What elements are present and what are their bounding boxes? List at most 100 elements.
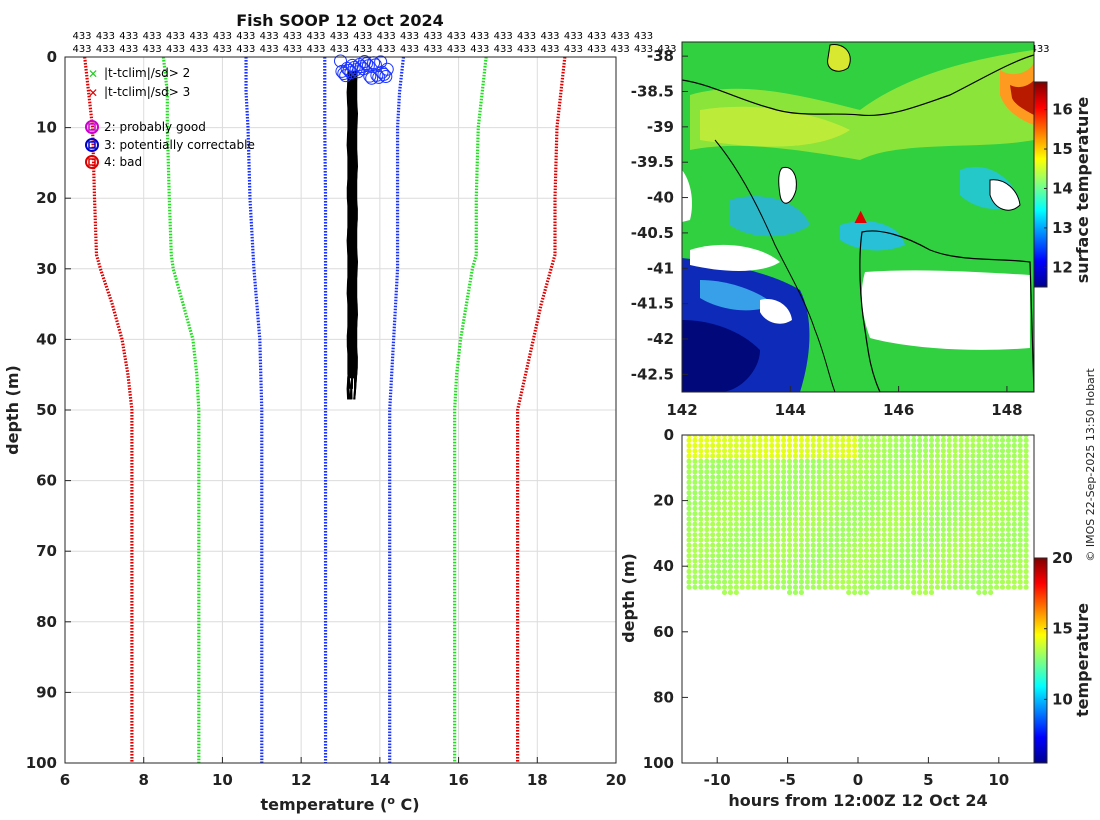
scatter-point <box>928 479 935 485</box>
scatter-point <box>887 584 893 590</box>
scatter-point <box>710 511 716 517</box>
scatter-point <box>905 435 911 438</box>
scatter-point <box>911 579 917 585</box>
scatter-point <box>976 589 982 596</box>
scatter-point <box>798 526 804 533</box>
scatter-point <box>1023 495 1029 501</box>
scatter-point <box>786 563 793 569</box>
scatter-point <box>792 458 799 464</box>
scatter-point <box>686 495 692 501</box>
scatter-point <box>786 579 793 585</box>
scatter-point <box>704 505 710 512</box>
scatter-point <box>775 516 781 522</box>
scatter-point <box>1011 568 1017 575</box>
count-label: 433 <box>96 31 115 42</box>
scatter-point <box>810 532 816 538</box>
scatter-point <box>781 500 787 506</box>
scatter-point <box>993 490 1000 496</box>
scatter-point <box>763 442 769 449</box>
scatter-point <box>881 453 887 459</box>
scatter-point <box>952 458 958 464</box>
scatter-point <box>934 469 941 475</box>
scatter-point <box>905 458 911 464</box>
scatter-point <box>852 495 858 501</box>
scatter-point <box>863 495 870 501</box>
scatter-point <box>822 521 828 527</box>
scatter-point <box>993 558 1000 564</box>
scatter-point <box>952 568 958 575</box>
scatter-point <box>686 537 692 543</box>
scatter-point <box>716 453 722 459</box>
scatter-point <box>710 458 716 464</box>
scatter-point <box>1011 547 1017 554</box>
scatter-point <box>928 453 935 459</box>
scatter-point <box>786 495 793 501</box>
scatter-point <box>727 547 734 554</box>
scatter-point <box>857 542 864 548</box>
scatter-point <box>822 579 828 585</box>
track-marker: ▲ <box>855 206 868 225</box>
scatter-point <box>775 490 781 496</box>
scatter-point <box>964 479 970 485</box>
scatter-point <box>710 500 716 506</box>
scatter-point <box>917 495 923 501</box>
scatter-point <box>982 505 988 512</box>
scatter-point <box>928 537 935 543</box>
scatter-point <box>716 458 722 464</box>
scatter-point <box>887 469 893 475</box>
scatter-point <box>822 442 828 449</box>
scatter-point <box>775 484 781 491</box>
scatter-point <box>857 463 864 470</box>
scatter-point <box>875 435 881 438</box>
scatter-point <box>952 584 958 590</box>
scatter-point <box>1017 511 1023 517</box>
scatter-point <box>781 532 787 538</box>
scatter-point <box>905 469 911 475</box>
scatter-point <box>769 558 775 564</box>
scatter-point <box>869 448 875 454</box>
scatter-point <box>698 437 704 443</box>
scatter-point <box>993 495 1000 501</box>
scatter-point <box>988 579 994 585</box>
scatter-point <box>958 511 964 517</box>
scatter-point <box>834 563 840 569</box>
scatter-point <box>964 542 970 548</box>
scatter-point <box>834 500 840 506</box>
scatter-point <box>881 542 887 548</box>
scatter-point <box>852 558 858 564</box>
scatter-point <box>810 547 816 554</box>
scatter-point <box>692 547 698 554</box>
x-axis-ticks: 6 8 10 12 14 16 18 20 <box>60 757 626 789</box>
scatter-point <box>905 568 911 575</box>
scatter-point <box>911 474 917 480</box>
scatter-point <box>769 484 775 491</box>
scatter-point <box>846 511 852 517</box>
scatter-point <box>716 479 722 485</box>
scatter-point <box>982 563 988 569</box>
scatter-point <box>988 458 994 464</box>
scatter-point <box>727 542 734 548</box>
scatter-point <box>911 458 917 464</box>
scatter-point <box>875 474 881 480</box>
scatter-point <box>686 463 692 470</box>
count-label: 433 <box>143 44 162 55</box>
scatter-point <box>834 437 840 443</box>
scatter-point <box>846 453 852 459</box>
map-x-ticks: 142 144 146 148 <box>666 386 1023 419</box>
scatter-point <box>763 448 769 454</box>
scatter-point <box>781 584 787 590</box>
scatter-point <box>846 474 852 480</box>
scatter-point <box>1017 537 1023 543</box>
scatter-point <box>810 437 816 443</box>
scatter-point <box>982 568 988 575</box>
scatter-point <box>781 437 787 443</box>
scatter-point <box>887 453 893 459</box>
sst-colorbar-tick-label: 14 <box>1052 179 1073 197</box>
scatter-point <box>869 579 875 585</box>
scatter-point <box>745 448 751 454</box>
scatter-point <box>1011 553 1017 559</box>
scatter-point <box>846 505 852 512</box>
scatter-point <box>804 448 810 454</box>
scatter-point <box>763 526 769 533</box>
